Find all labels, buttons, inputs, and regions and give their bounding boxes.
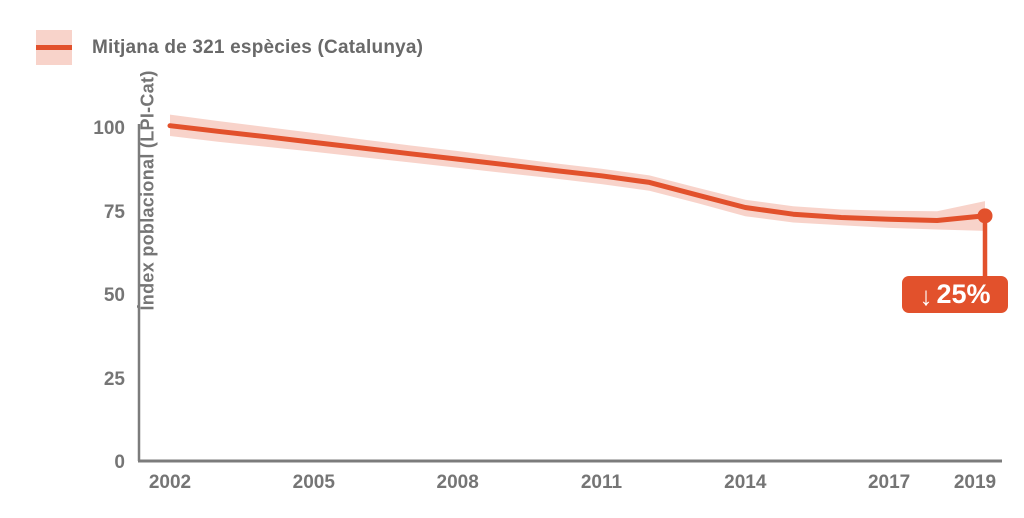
y-tick-label: 100	[93, 118, 125, 139]
x-tick-label: 2005	[292, 472, 335, 493]
legend-key-icon	[36, 30, 72, 65]
decline-badge: ↓ 25%	[902, 276, 1008, 313]
legend-label: Mitjana de 321 espècies (Catalunya)	[92, 36, 424, 58]
y-tick-label: 0	[114, 452, 125, 473]
y-tick-label: 50	[103, 285, 125, 306]
y-tick-label: 25	[103, 368, 125, 390]
x-tick-label: 2017	[867, 472, 911, 493]
x-tick-label: 2019	[953, 472, 997, 493]
x-tick-label: 2011	[580, 472, 623, 493]
series-line-swatch	[36, 45, 72, 50]
x-tick-label: 2002	[148, 472, 192, 493]
x-tick-label: 2008	[436, 472, 479, 493]
legend: Mitjana de 321 espècies (Catalunya)	[36, 30, 423, 65]
x-tick-label: 2014	[724, 472, 767, 493]
down-arrow-icon: ↓	[919, 280, 933, 311]
y-tick-label: 75	[103, 201, 125, 223]
decline-value: 25%	[936, 279, 991, 309]
